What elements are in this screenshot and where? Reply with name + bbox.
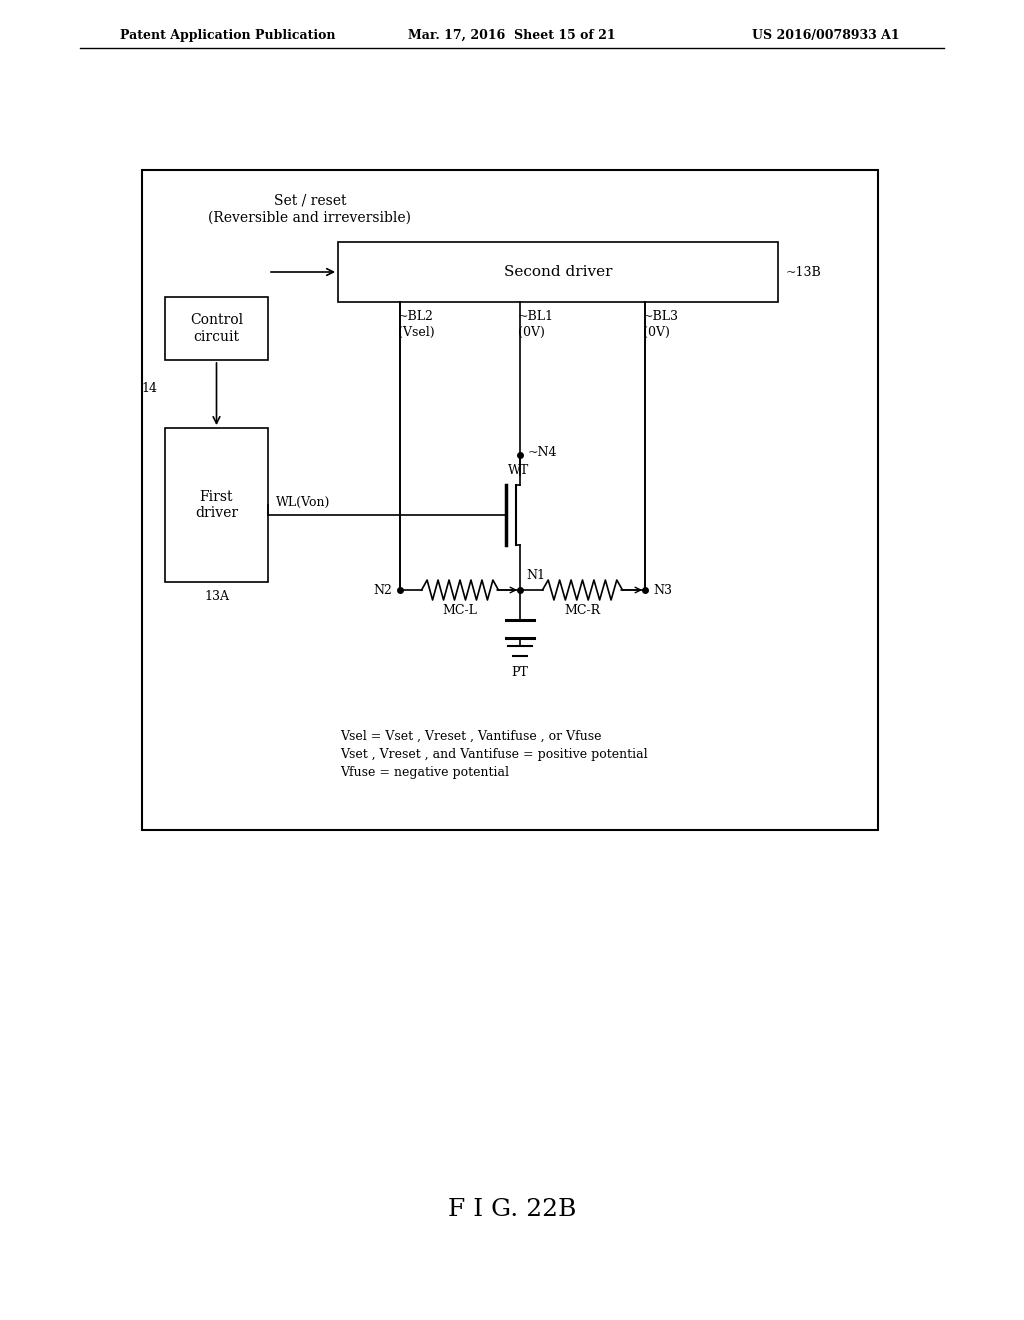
Text: Vset , Vreset , and Vantifuse = positive potential: Vset , Vreset , and Vantifuse = positive… (340, 748, 647, 762)
Text: N1: N1 (526, 569, 545, 582)
Bar (165, 297, 268, 360)
Text: Second driver: Second driver (504, 265, 612, 279)
Text: (Vsel): (Vsel) (398, 326, 434, 339)
Text: Vfuse = negative potential: Vfuse = negative potential (340, 766, 509, 779)
Text: Mar. 17, 2016  Sheet 15 of 21: Mar. 17, 2016 Sheet 15 of 21 (409, 29, 615, 41)
Bar (338, 242, 778, 302)
Text: (Reversible and irreversible): (Reversible and irreversible) (209, 211, 412, 224)
Text: N2: N2 (373, 583, 392, 597)
Text: First
driver: First driver (195, 490, 238, 520)
Text: ~BL3: ~BL3 (643, 310, 679, 323)
Text: N3: N3 (653, 583, 672, 597)
Text: F I G. 22B: F I G. 22B (447, 1199, 577, 1221)
Text: MC-L: MC-L (442, 605, 477, 616)
Text: WL(Von): WL(Von) (276, 496, 331, 510)
Text: ~BL1: ~BL1 (518, 310, 554, 323)
Text: 13A: 13A (205, 590, 229, 603)
Text: US 2016/0078933 A1: US 2016/0078933 A1 (753, 29, 900, 41)
Text: ~N4: ~N4 (528, 446, 557, 459)
Text: Patent Application Publication: Patent Application Publication (120, 29, 336, 41)
Text: PT: PT (512, 667, 528, 678)
Text: ~13B: ~13B (786, 265, 821, 279)
Text: MC-R: MC-R (564, 605, 600, 616)
Text: ~BL2: ~BL2 (398, 310, 434, 323)
Text: (0V): (0V) (518, 326, 545, 339)
Text: Vsel = Vset , Vreset , Vantifuse , or Vfuse: Vsel = Vset , Vreset , Vantifuse , or Vf… (340, 730, 601, 743)
Text: 14: 14 (141, 383, 157, 396)
Text: Set / reset: Set / reset (273, 193, 346, 207)
Text: WT: WT (508, 465, 529, 477)
Text: Control
circuit: Control circuit (189, 313, 243, 343)
Bar (165, 428, 268, 582)
Bar (142, 170, 878, 830)
Text: (0V): (0V) (643, 326, 670, 339)
